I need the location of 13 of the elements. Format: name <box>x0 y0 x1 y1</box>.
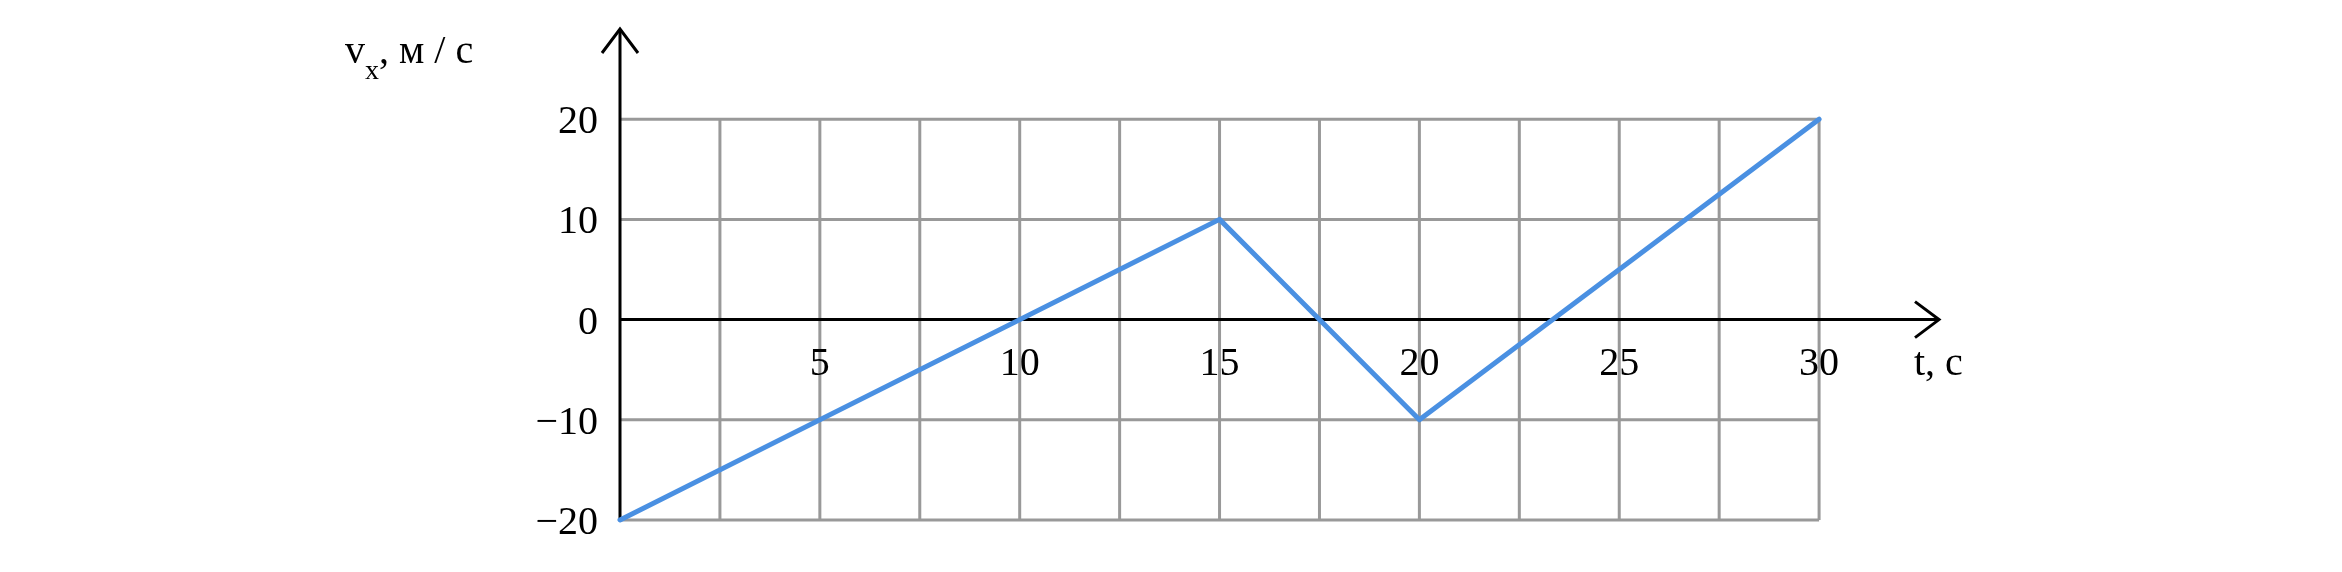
x-tick-label: 25 <box>1599 338 1640 384</box>
x-axis-title: t, с <box>1914 338 1963 384</box>
y-tick-label: 20 <box>558 97 598 143</box>
y-tick-label: 0 <box>578 297 598 343</box>
x-tick-label: 20 <box>1399 338 1440 384</box>
x-tick-label: 5 <box>809 338 830 384</box>
x-tick-label: 10 <box>999 338 1040 384</box>
y-tick-label: −20 <box>535 498 598 543</box>
y-axis-title: v$_{x}$, м / с <box>345 27 474 85</box>
x-tick-label: 15 <box>1199 338 1240 384</box>
x-tick-label: 30 <box>1799 338 1840 384</box>
y-tick-label: 10 <box>558 197 598 243</box>
y-tick-label: −10 <box>535 397 598 443</box>
